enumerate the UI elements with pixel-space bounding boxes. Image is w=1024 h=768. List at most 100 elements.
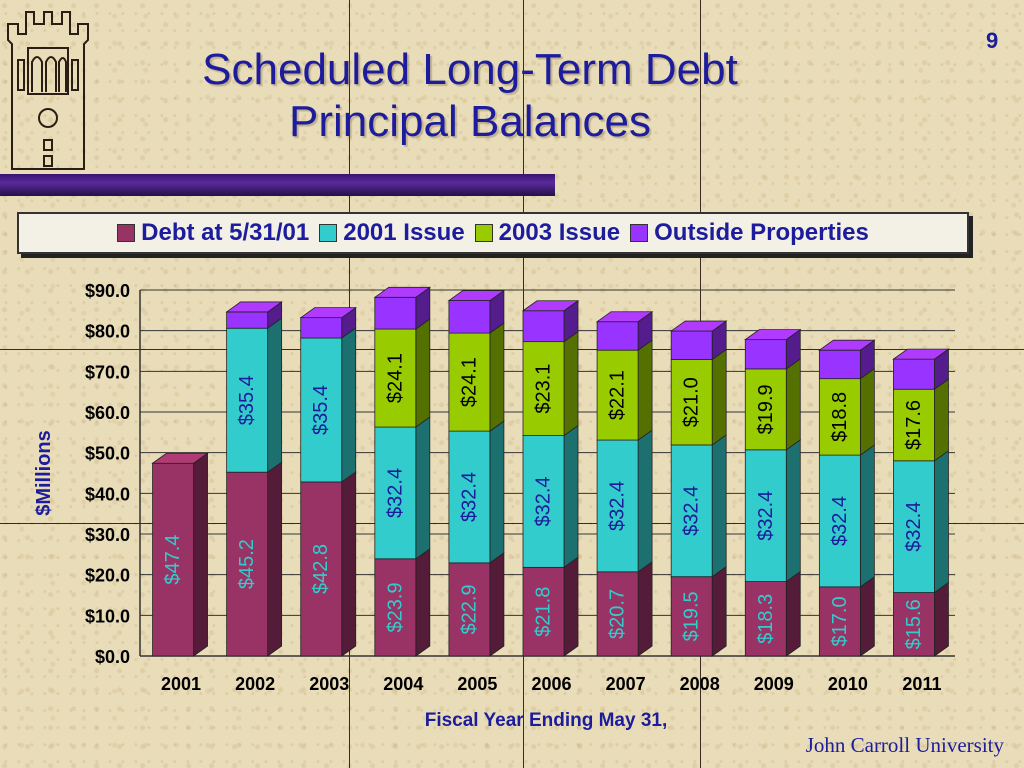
bar-top-face bbox=[373, 286, 432, 298]
y-tick-label: $0.0 bbox=[95, 647, 130, 667]
bar-segment bbox=[893, 358, 935, 390]
slide-title: Scheduled Long-Term Debt Principal Balan… bbox=[180, 44, 760, 148]
bar-segment bbox=[374, 558, 417, 657]
bar-side-face bbox=[341, 471, 357, 657]
y-tick-label: $50.0 bbox=[85, 444, 130, 464]
data-label: $17.6 bbox=[903, 400, 925, 450]
data-label: $35.4 bbox=[236, 375, 258, 425]
data-label: $21.0 bbox=[681, 377, 703, 427]
bar-side-face bbox=[563, 330, 579, 437]
bar-side-face bbox=[859, 576, 875, 657]
data-label: $19.9 bbox=[755, 384, 777, 434]
bar-segment bbox=[893, 388, 935, 462]
bar-segment bbox=[670, 444, 713, 578]
data-label: $42.8 bbox=[310, 544, 332, 594]
bar-side-face bbox=[489, 420, 505, 564]
bar-segment bbox=[522, 566, 565, 657]
data-label: $32.4 bbox=[903, 502, 925, 552]
bar-side-face bbox=[415, 318, 431, 428]
y-tick-label: $60.0 bbox=[85, 403, 130, 423]
bar-side-face bbox=[637, 429, 653, 573]
data-label: $20.7 bbox=[607, 589, 629, 639]
bar-segment bbox=[522, 310, 565, 343]
bar-top-face bbox=[447, 290, 506, 301]
bar-side-face bbox=[415, 416, 431, 560]
bar-side-face bbox=[415, 548, 431, 657]
legend-label: Outside Properties bbox=[654, 219, 869, 246]
bar-segment bbox=[448, 430, 491, 564]
bar-segment bbox=[226, 471, 269, 657]
bar-side-face bbox=[563, 424, 579, 569]
bar-segment bbox=[670, 359, 713, 446]
bar-top-face bbox=[521, 300, 580, 312]
bar-side-face bbox=[785, 439, 801, 583]
x-tick-label: 2006 bbox=[531, 674, 571, 694]
bar-top-face bbox=[744, 329, 802, 341]
data-label: $24.1 bbox=[384, 353, 406, 403]
bar-side-face bbox=[711, 565, 727, 657]
x-tick-label: 2009 bbox=[754, 674, 794, 694]
data-label: $21.8 bbox=[533, 587, 555, 637]
legend-swatch bbox=[117, 224, 136, 242]
y-tick-label: $20.0 bbox=[85, 566, 130, 586]
bar-segment bbox=[522, 341, 565, 436]
bar-segment bbox=[893, 592, 935, 657]
bar-side-face bbox=[267, 461, 283, 657]
university-footer: John Carroll University bbox=[805, 733, 1004, 757]
data-label: $32.4 bbox=[384, 468, 406, 518]
data-label: $32.4 bbox=[533, 476, 555, 526]
bar-segment bbox=[596, 349, 639, 441]
bar-top-face bbox=[669, 320, 728, 332]
legend-label: 2001 Issue bbox=[343, 219, 465, 246]
guide-line-horizontal bbox=[0, 349, 1024, 350]
title-line-1: Scheduled Long-Term Debt bbox=[202, 45, 738, 94]
bar-segment bbox=[152, 462, 194, 657]
bar-side-face bbox=[934, 450, 949, 594]
x-tick-label: 2011 bbox=[902, 674, 941, 694]
guide-line-horizontal bbox=[0, 523, 1024, 524]
tower-logo-icon bbox=[7, 11, 89, 170]
bar-segment bbox=[596, 321, 639, 351]
data-label: $18.3 bbox=[755, 594, 777, 644]
bar-segment bbox=[818, 586, 861, 657]
y-tick-label: $80.0 bbox=[85, 322, 130, 342]
bar-side-face bbox=[785, 570, 801, 657]
data-label: $22.1 bbox=[607, 370, 629, 420]
legend-swatch bbox=[474, 224, 493, 242]
bar-top-face bbox=[818, 339, 876, 351]
bar-segment bbox=[374, 296, 417, 330]
data-label: $35.4 bbox=[310, 385, 332, 435]
bar-segment bbox=[522, 435, 565, 568]
bar-side-face bbox=[637, 561, 653, 657]
legend-item-outside-properties: Outside Properties bbox=[630, 219, 869, 247]
x-tick-label: 2008 bbox=[680, 674, 720, 694]
data-label: $18.8 bbox=[829, 392, 851, 442]
legend-label: 2003 Issue bbox=[498, 219, 621, 246]
data-label: $32.4 bbox=[829, 496, 851, 546]
y-tick-label: $30.0 bbox=[85, 525, 130, 545]
bar-side-face bbox=[489, 552, 505, 657]
bar-side-face bbox=[785, 358, 801, 451]
data-label: $32.4 bbox=[755, 491, 777, 541]
x-tick-label: 2007 bbox=[606, 674, 646, 694]
bar-top-face bbox=[892, 348, 950, 360]
bar-segment bbox=[448, 332, 491, 432]
x-tick-label: 2002 bbox=[235, 674, 275, 694]
bar-side-face bbox=[934, 581, 949, 657]
bar-side-face bbox=[859, 367, 875, 456]
bar-segment bbox=[374, 426, 417, 560]
data-label: $32.4 bbox=[458, 472, 480, 522]
bar-top-face bbox=[595, 311, 654, 323]
title-underline-bar bbox=[0, 174, 555, 196]
bar-side-face bbox=[193, 452, 208, 657]
chart-legend: Debt at 5/31/01 2001 Issue 2003 Issue Ou… bbox=[17, 212, 969, 254]
data-label: $32.4 bbox=[607, 481, 629, 531]
data-label: $19.5 bbox=[681, 591, 703, 641]
legend-label: Debt at 5/31/01 bbox=[141, 219, 310, 246]
y-axis-title: $Millions bbox=[33, 430, 55, 516]
bar-segment bbox=[448, 300, 491, 334]
bar-side-face bbox=[934, 378, 949, 462]
bar-segment bbox=[818, 378, 861, 456]
legend-swatch bbox=[630, 224, 649, 242]
